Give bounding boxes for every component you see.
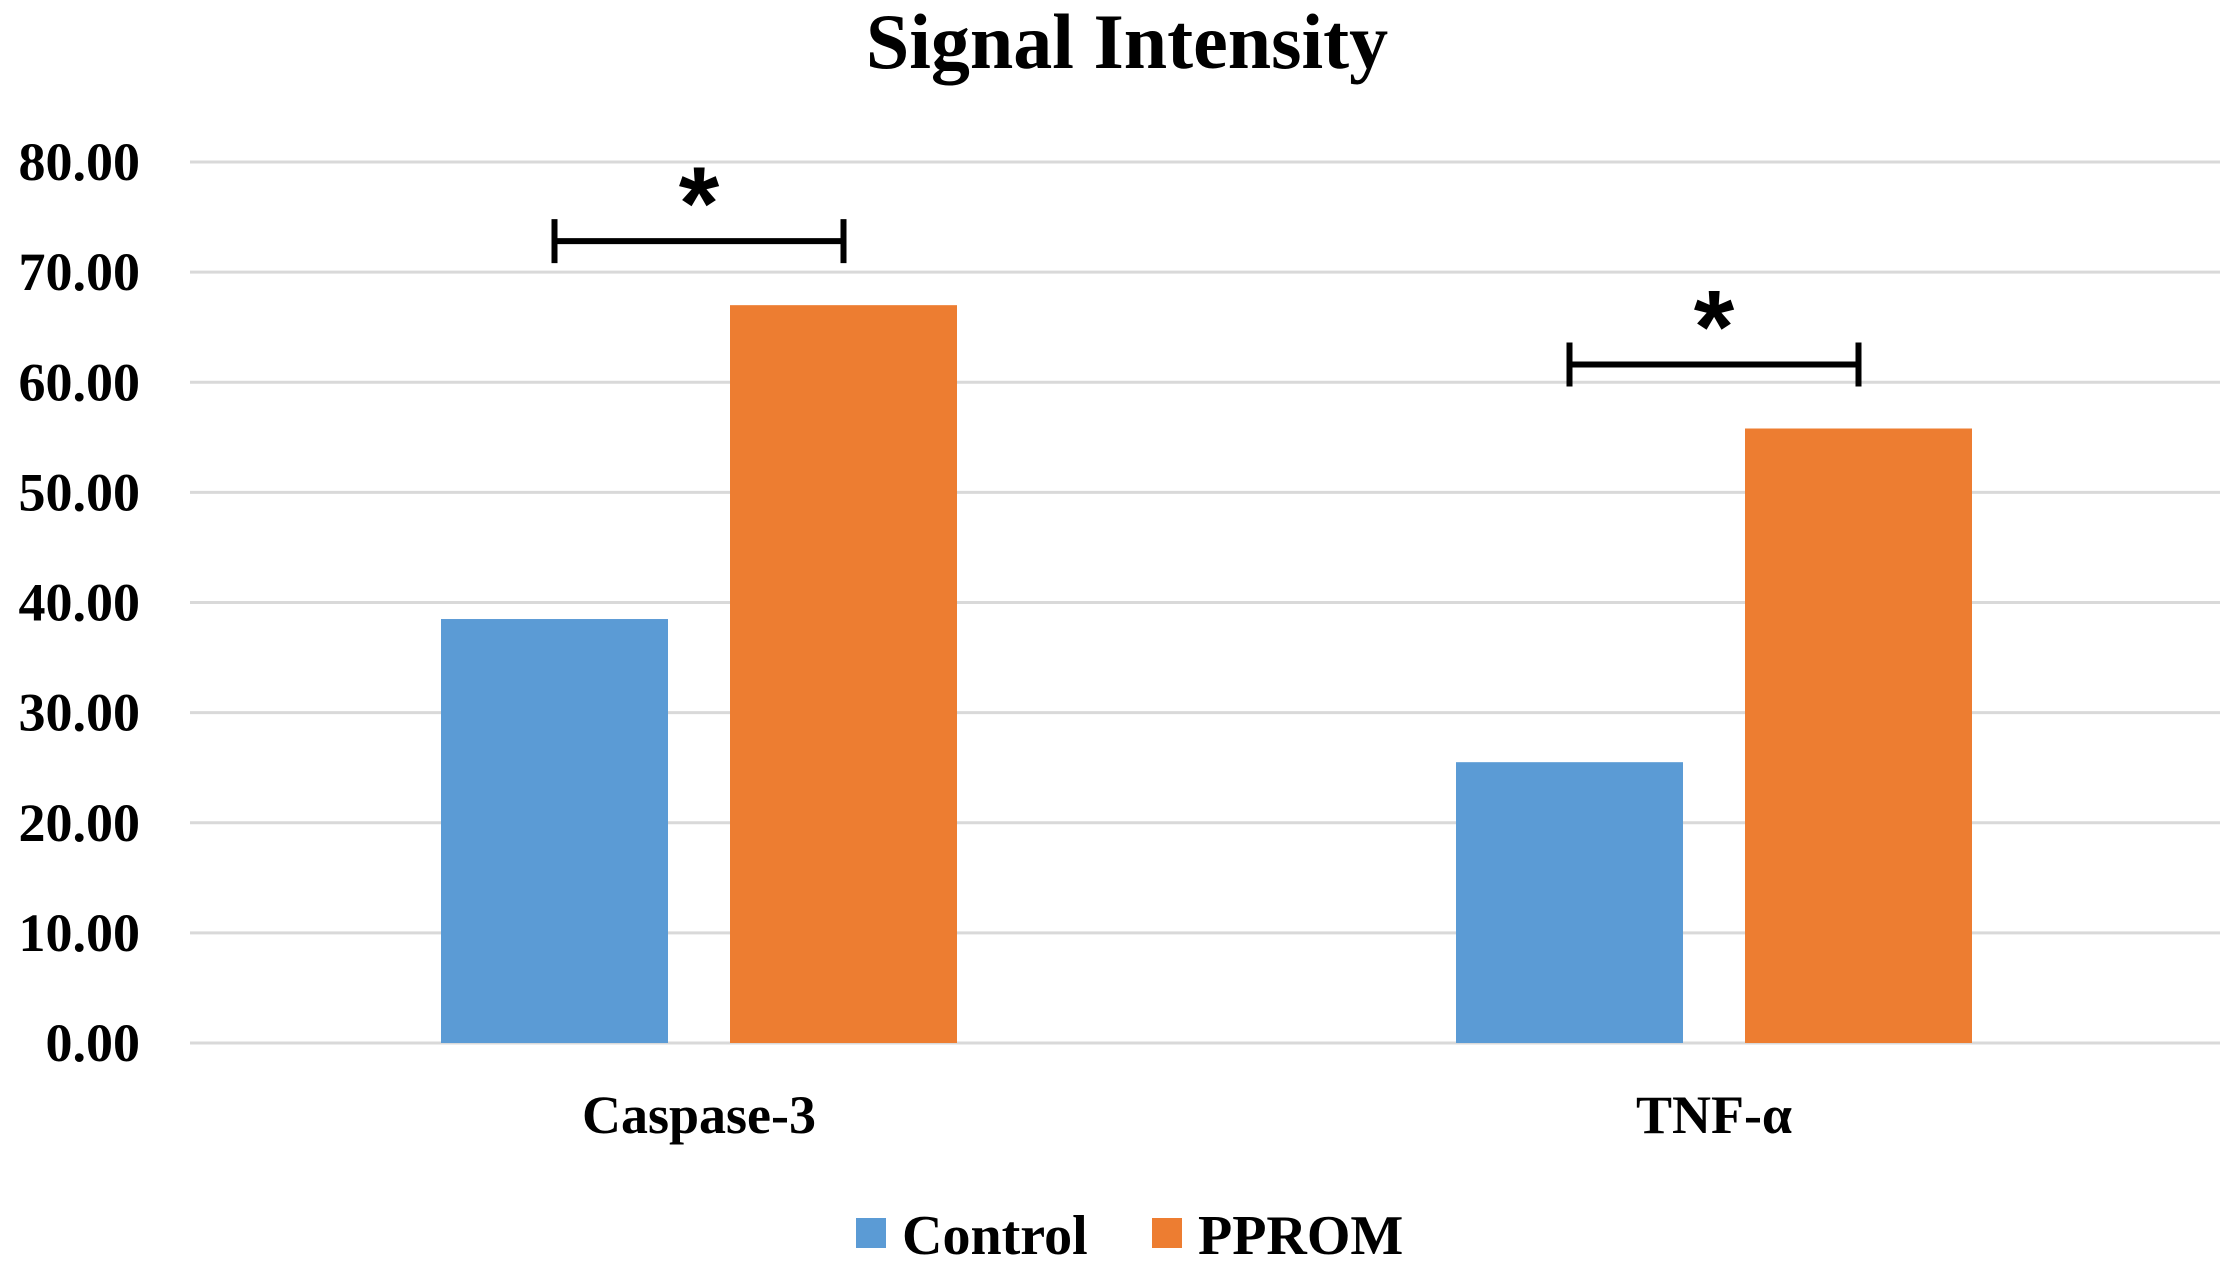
- bar-control-1: [1456, 762, 1683, 1043]
- significance-bracket: *: [1566, 270, 1862, 387]
- y-tick-label: 70.00: [19, 242, 141, 302]
- chart-title: Signal Intensity: [866, 0, 1388, 85]
- bar-control-0: [441, 619, 668, 1043]
- category-label: Caspase-3: [582, 1085, 816, 1145]
- significance-star: *: [679, 146, 720, 262]
- y-tick-label: 40.00: [19, 573, 141, 633]
- legend-swatch: [856, 1218, 886, 1248]
- y-tick-label: 20.00: [19, 793, 141, 853]
- y-tick-label: 80.00: [19, 132, 141, 192]
- y-tick-label: 60.00: [19, 352, 141, 412]
- y-tick-label: 10.00: [19, 903, 141, 963]
- legend-item-control: Control: [856, 1205, 1088, 1266]
- bars: [441, 305, 1972, 1044]
- category-labels: Caspase-3 TNF-α: [582, 1085, 1792, 1145]
- y-tick-label: 0.00: [46, 1013, 141, 1073]
- category-label: TNF-α: [1636, 1085, 1792, 1145]
- bar-pprom-1: [1745, 428, 1972, 1043]
- legend-swatch: [1152, 1218, 1182, 1248]
- y-tick-label: 30.00: [19, 683, 141, 743]
- significance-bracket: *: [551, 146, 847, 264]
- legend-label: Control: [902, 1205, 1088, 1266]
- significance-annotations: **: [551, 146, 1862, 387]
- y-tick-label: 50.00: [19, 462, 141, 522]
- significance-star: *: [1694, 270, 1735, 386]
- legend-item-pprom: PPROM: [1152, 1205, 1403, 1266]
- bar-pprom-0: [730, 305, 957, 1044]
- legend: Control PPROM: [856, 1205, 1403, 1266]
- legend-label: PPROM: [1198, 1205, 1403, 1266]
- y-tick-labels: 0.00 10.00 20.00 30.00 40.00 50.00 60.00 70.00 8…: [19, 132, 141, 1073]
